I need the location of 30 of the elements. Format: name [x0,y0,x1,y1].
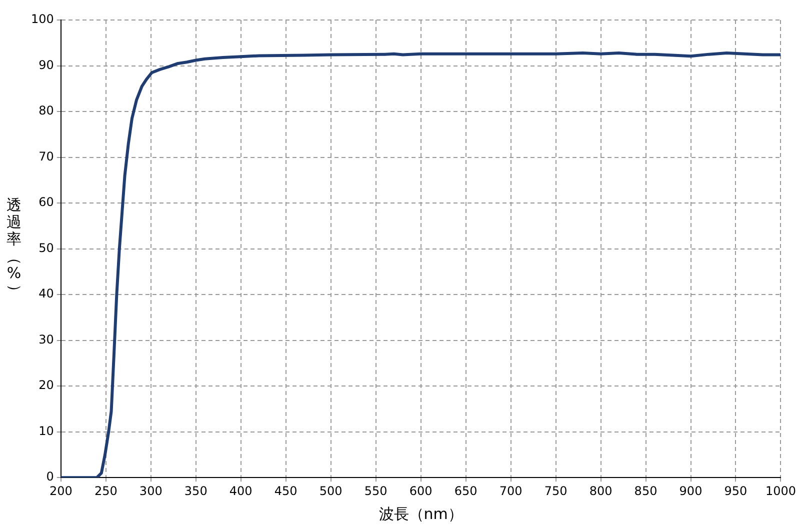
x-tick-label: 900 [679,484,702,498]
y-axis-title: 透過率（%） [6,196,24,299]
x-tick-label: 750 [544,484,568,498]
x-tick-label: 800 [589,484,612,498]
y-tick-label: 80 [38,104,54,118]
x-tick-label: 450 [274,484,298,498]
x-tick-label: 200 [49,484,72,498]
x-tick-label: 250 [94,484,118,498]
x-tick-label: 1000 [765,484,796,498]
x-tick-label: 500 [319,484,342,498]
x-tick-label: 850 [634,484,658,498]
x-tick-label: 550 [364,484,388,498]
y-tick-label: 50 [38,240,54,255]
x-tick-label: 600 [409,484,432,498]
y-tick-label: 70 [38,149,54,164]
x-tick-label: 650 [454,484,478,498]
y-tick-label: 40 [38,286,54,301]
y-tick-label: 10 [38,424,54,438]
x-axis-title: 波長（nm） [378,504,463,523]
x-tick-label: 400 [229,484,252,498]
y-tick-label: 60 [38,195,54,210]
x-tick-label: 700 [499,484,522,498]
y-tick-label: 100 [31,12,54,26]
y-tick-label: 30 [38,332,54,346]
y-tick-label: 0 [46,470,54,484]
x-tick-label: 350 [184,484,208,498]
x-tick-label: 300 [139,484,162,498]
x-tick-label: 950 [724,484,748,498]
y-tick-label: 20 [38,378,54,392]
y-tick-label: 90 [38,58,54,72]
